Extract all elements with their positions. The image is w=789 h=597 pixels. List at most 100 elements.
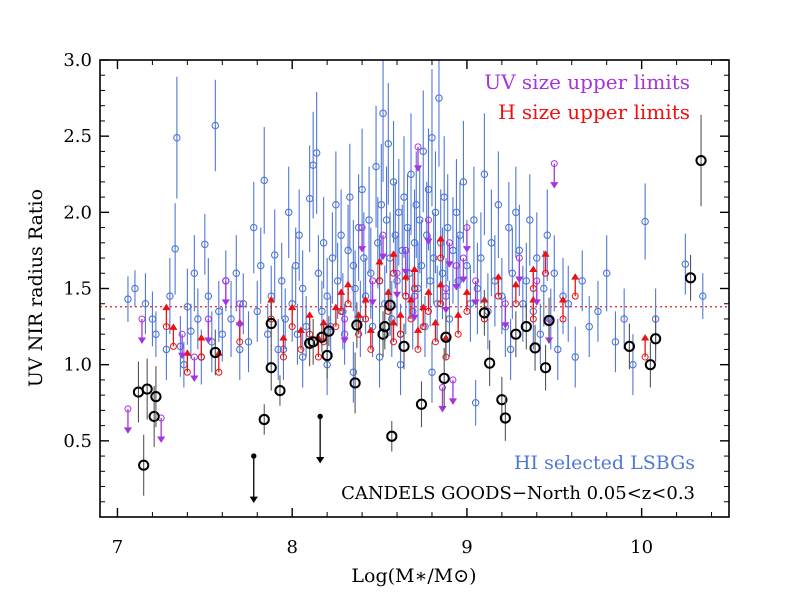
lsbg-point <box>470 216 478 224</box>
lsbg-point <box>494 200 503 209</box>
candels-point <box>415 398 428 410</box>
arrow-head <box>462 288 472 295</box>
arrow-head <box>249 496 258 503</box>
uv-limit-arrow <box>221 280 230 306</box>
arrow-head <box>641 334 650 341</box>
arrow-head <box>279 334 288 341</box>
y-tick-label: 3.0 <box>63 50 92 71</box>
h-limit-arrow <box>424 288 433 312</box>
arrow-head <box>305 311 314 318</box>
arrow-head <box>406 296 416 303</box>
h-limit-point <box>463 307 471 315</box>
arrow-head <box>558 296 568 303</box>
h-limit-point <box>641 353 649 361</box>
arrow-head <box>316 456 325 464</box>
lsbg-point <box>409 307 417 316</box>
h-limit-point <box>424 307 432 315</box>
arrow-head <box>454 311 463 318</box>
h-limit-point <box>367 345 375 353</box>
arrow-head <box>340 337 349 344</box>
lsbg-point <box>218 330 227 338</box>
uv-limit-point <box>222 277 230 285</box>
lsbg-point <box>365 216 373 224</box>
h-limit-point <box>390 338 398 346</box>
candels-point <box>265 317 277 330</box>
lsbg-point <box>540 284 548 293</box>
arrow-head <box>389 250 398 257</box>
uv-limit-arrow <box>368 280 377 306</box>
h-limit-point <box>559 315 567 323</box>
h-limit-point <box>297 345 305 353</box>
lsbg-point <box>298 353 307 361</box>
uv-limit-point <box>449 376 457 384</box>
arrow-head <box>157 436 166 443</box>
lsbg-point <box>314 269 323 278</box>
lsbg-point <box>360 254 368 262</box>
lsbg-point <box>339 307 347 316</box>
arrow-head <box>436 235 445 242</box>
candels-point <box>539 362 552 374</box>
h-limit-point <box>454 330 462 338</box>
h-limit-arrow <box>197 334 206 358</box>
h-limit-point <box>402 292 410 300</box>
candels-point <box>265 362 277 374</box>
arrow-head <box>529 265 538 272</box>
lsbg-point <box>204 292 213 300</box>
arrow-head <box>337 288 346 295</box>
lsbg-point <box>415 216 424 224</box>
lsbg-point <box>358 185 366 194</box>
y-tick-label: 2.0 <box>63 202 92 223</box>
uv-limit-arrow <box>137 318 147 344</box>
lsbg-point <box>533 254 541 262</box>
arrow-head <box>378 253 388 261</box>
lsbg-point <box>379 109 387 118</box>
arrow-head <box>375 257 384 265</box>
arrow-head <box>288 303 297 311</box>
candels-point <box>386 430 398 442</box>
arrow-head <box>471 299 480 306</box>
uv-limit-point <box>424 216 432 224</box>
h-limit-point <box>362 315 370 323</box>
arrow-head <box>410 265 419 272</box>
uv-limit-point <box>358 224 366 232</box>
candels-point <box>307 336 319 348</box>
arrow-head <box>162 303 171 311</box>
uv-limit-point <box>369 277 377 285</box>
lsbg-point <box>131 284 139 293</box>
h-limit-arrow <box>494 273 503 297</box>
lsbg-point <box>344 246 352 255</box>
lsbg-point <box>256 261 265 270</box>
h-limit-arrow <box>436 235 445 259</box>
lsbg-point <box>298 284 307 293</box>
candels-point <box>529 342 541 354</box>
arrow-head <box>123 427 133 434</box>
annotation-candels: CANDELS GOODS−North 0.05<z<0.3 <box>341 483 695 504</box>
lsbg-point <box>295 231 303 239</box>
candels-point <box>623 340 636 352</box>
candels-point <box>496 394 508 406</box>
uv-limit-arrow <box>459 258 468 283</box>
uv-limit-point <box>438 384 446 392</box>
candels-point <box>377 328 389 340</box>
uv-limit-arrow <box>340 318 349 344</box>
uv-limit-point <box>533 277 541 285</box>
lsbg-point <box>260 176 268 185</box>
lsbg-point <box>367 269 375 278</box>
arrow-head <box>571 273 580 280</box>
h-limit-point <box>414 345 422 353</box>
lsbg-point <box>550 269 559 278</box>
candels-point <box>695 154 707 167</box>
h-limit-point <box>344 300 352 308</box>
candels-point <box>323 325 335 337</box>
arrow-head <box>389 318 398 326</box>
x-tick-label: 8 <box>286 537 297 558</box>
uv-limit-point <box>463 224 471 232</box>
uv-limit-point <box>501 300 509 308</box>
candels-point <box>349 377 361 389</box>
lsbg-point <box>377 200 386 209</box>
candels-point <box>148 410 160 423</box>
h-limit-point <box>169 342 177 350</box>
uv-limit-arrow <box>410 296 419 322</box>
lsbg-point <box>428 368 436 377</box>
h-limit-point <box>355 330 363 338</box>
